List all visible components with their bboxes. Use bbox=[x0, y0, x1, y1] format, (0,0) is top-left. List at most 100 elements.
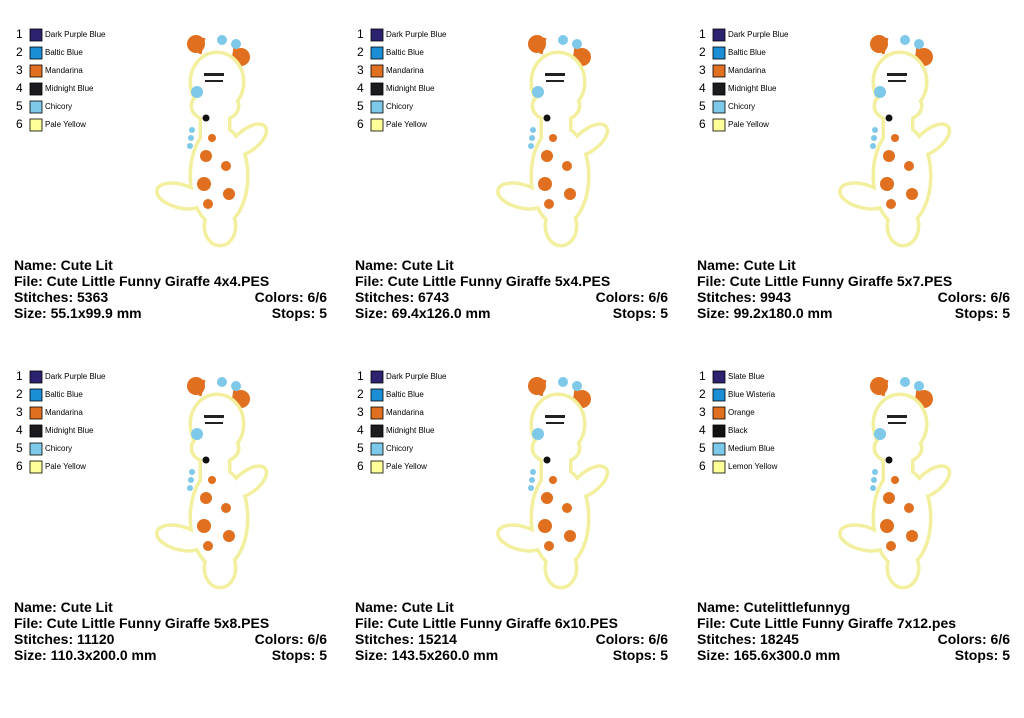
design-info: Stitches: 11120 bbox=[14, 631, 115, 647]
design-info: File: Cute Little Funny Giraffe 6x10.PES bbox=[355, 615, 618, 631]
design-info: Colors: 6/6 bbox=[255, 289, 328, 305]
color-name: Mandarina bbox=[386, 66, 424, 75]
design-info: Name: Cute Lit bbox=[355, 599, 454, 615]
color-number: 6 bbox=[16, 117, 23, 131]
color-swatch bbox=[712, 406, 726, 420]
color-number: 2 bbox=[16, 45, 23, 59]
color-name: Baltic Blue bbox=[386, 390, 424, 399]
color-swatch bbox=[712, 388, 726, 402]
design-info: Size: 165.6x300.0 mm bbox=[697, 647, 840, 663]
color-name: Pale Yellow bbox=[386, 462, 427, 471]
design-panel: 1 Dark Purple Blue 2 Baltic Blue 3 Mandarina 4… bbox=[14, 27, 327, 321]
design-info: Colors: 6/6 bbox=[938, 631, 1011, 647]
color-name: Baltic Blue bbox=[728, 48, 766, 57]
color-name: Midnight Blue bbox=[728, 84, 777, 93]
color-swatch bbox=[370, 82, 384, 96]
design-info: Name: Cute Lit bbox=[14, 257, 113, 273]
color-swatch bbox=[29, 100, 43, 114]
color-number: 2 bbox=[357, 45, 364, 59]
color-name: Black bbox=[728, 426, 749, 435]
color-name: Mandarina bbox=[728, 66, 766, 75]
color-swatch bbox=[370, 28, 384, 42]
color-number: 6 bbox=[16, 459, 23, 473]
design-panel: 1 Slate Blue 2 Blue Wisteria 3 Orange 4 Black 5 M… bbox=[697, 369, 1010, 663]
color-name: Baltic Blue bbox=[45, 48, 83, 57]
color-number: 1 bbox=[16, 369, 23, 383]
color-number: 5 bbox=[357, 441, 364, 455]
color-number: 3 bbox=[357, 405, 364, 419]
color-number: 6 bbox=[699, 117, 706, 131]
color-name: Mandarina bbox=[45, 66, 83, 75]
color-number: 3 bbox=[699, 63, 706, 77]
color-swatch bbox=[370, 388, 384, 402]
color-swatch bbox=[370, 442, 384, 456]
design-info: Size: 143.5x260.0 mm bbox=[355, 647, 498, 663]
color-number: 4 bbox=[699, 423, 706, 437]
color-number: 4 bbox=[16, 423, 23, 437]
design-info: Stops: 5 bbox=[955, 305, 1010, 321]
color-swatch bbox=[29, 64, 43, 78]
color-number: 3 bbox=[16, 405, 23, 419]
color-number: 5 bbox=[699, 441, 706, 455]
color-number: 5 bbox=[699, 99, 706, 113]
color-number: 5 bbox=[16, 99, 23, 113]
design-panel: 1 Dark Purple Blue 2 Baltic Blue 3 Mandarina 4… bbox=[355, 369, 668, 663]
design-info: File: Cute Little Funny Giraffe 4x4.PES bbox=[14, 273, 269, 289]
color-swatch bbox=[370, 46, 384, 60]
color-swatch bbox=[712, 46, 726, 60]
design-info: Stops: 5 bbox=[272, 647, 327, 663]
color-number: 1 bbox=[357, 27, 364, 41]
color-name: Orange bbox=[728, 408, 755, 417]
design-info: File: Cute Little Funny Giraffe 5x8.PES bbox=[14, 615, 269, 631]
design-preview bbox=[156, 35, 269, 244]
color-name: Pale Yellow bbox=[45, 462, 86, 471]
design-info: Colors: 6/6 bbox=[255, 631, 328, 647]
color-name: Chicory bbox=[45, 102, 72, 111]
design-preview bbox=[839, 35, 952, 244]
color-name: Chicory bbox=[728, 102, 755, 111]
color-number: 4 bbox=[16, 81, 23, 95]
design-info: Name: Cute Lit bbox=[14, 599, 113, 615]
color-name: Mandarina bbox=[386, 408, 424, 417]
design-info: Name: Cute Lit bbox=[697, 257, 796, 273]
color-name: Pale Yellow bbox=[45, 120, 86, 129]
color-name: Chicory bbox=[386, 102, 413, 111]
color-name: Midnight Blue bbox=[386, 426, 435, 435]
color-number: 6 bbox=[357, 459, 364, 473]
design-info: Size: 110.3x200.0 mm bbox=[14, 647, 156, 663]
color-name: Slate Blue bbox=[728, 372, 765, 381]
color-number: 6 bbox=[699, 459, 706, 473]
design-info: Colors: 6/6 bbox=[596, 289, 669, 305]
design-preview bbox=[497, 35, 610, 244]
color-swatch bbox=[712, 118, 726, 132]
design-preview bbox=[839, 377, 952, 586]
color-name: Dark Purple Blue bbox=[45, 372, 106, 381]
design-info: Stops: 5 bbox=[613, 305, 668, 321]
color-swatch bbox=[29, 388, 43, 402]
color-swatch bbox=[712, 424, 726, 438]
color-swatch bbox=[29, 442, 43, 456]
color-number: 3 bbox=[16, 63, 23, 77]
color-swatch bbox=[712, 28, 726, 42]
color-number: 1 bbox=[16, 27, 23, 41]
color-number: 1 bbox=[699, 27, 706, 41]
color-name: Medium Blue bbox=[728, 444, 775, 453]
color-number: 1 bbox=[357, 369, 364, 383]
color-swatch bbox=[712, 64, 726, 78]
design-info: Stops: 5 bbox=[613, 647, 668, 663]
design-info: Name: Cutelittlefunnyg bbox=[697, 599, 850, 615]
color-number: 3 bbox=[357, 63, 364, 77]
design-panel: 1 Dark Purple Blue 2 Baltic Blue 3 Mandarina 4… bbox=[14, 369, 327, 663]
design-info: File: Cute Little Funny Giraffe 5x4.PES bbox=[355, 273, 610, 289]
color-number: 1 bbox=[699, 369, 706, 383]
color-swatch bbox=[370, 460, 384, 474]
color-swatch bbox=[29, 46, 43, 60]
color-number: 2 bbox=[699, 45, 706, 59]
color-name: Chicory bbox=[386, 444, 413, 453]
color-swatch bbox=[370, 424, 384, 438]
color-swatch bbox=[370, 406, 384, 420]
color-name: Pale Yellow bbox=[386, 120, 427, 129]
design-panel: 1 Dark Purple Blue 2 Baltic Blue 3 Mandarina 4… bbox=[697, 27, 1010, 321]
design-info: Stops: 5 bbox=[272, 305, 327, 321]
